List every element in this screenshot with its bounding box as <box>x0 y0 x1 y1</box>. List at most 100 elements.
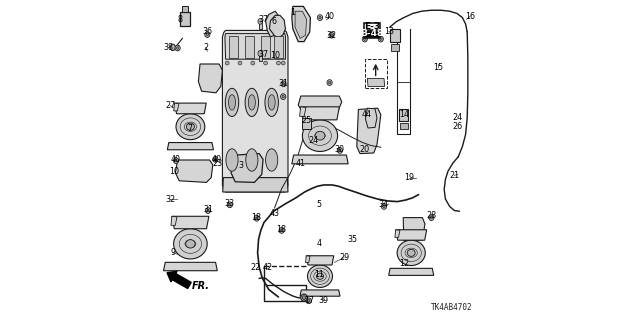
Polygon shape <box>245 36 255 58</box>
Text: 44: 44 <box>362 110 371 119</box>
Bar <box>302 118 312 129</box>
Ellipse shape <box>306 298 312 304</box>
Ellipse shape <box>258 51 262 56</box>
Circle shape <box>282 61 285 65</box>
Ellipse shape <box>170 44 175 51</box>
Text: 19: 19 <box>404 173 414 182</box>
Bar <box>400 123 408 129</box>
Ellipse shape <box>228 95 236 110</box>
Ellipse shape <box>280 94 286 100</box>
Polygon shape <box>395 230 400 237</box>
Ellipse shape <box>397 240 426 266</box>
Ellipse shape <box>364 38 366 40</box>
Text: 3: 3 <box>239 161 243 170</box>
Ellipse shape <box>281 81 286 87</box>
Ellipse shape <box>175 45 180 51</box>
Ellipse shape <box>186 123 195 130</box>
Text: 37: 37 <box>258 15 268 24</box>
Ellipse shape <box>227 202 232 208</box>
Text: 32: 32 <box>165 195 175 204</box>
Polygon shape <box>168 143 214 150</box>
Ellipse shape <box>307 265 333 287</box>
Ellipse shape <box>228 204 231 206</box>
Polygon shape <box>231 154 263 182</box>
FancyArrow shape <box>167 271 191 289</box>
Text: 18: 18 <box>276 225 286 234</box>
Polygon shape <box>307 256 333 265</box>
Ellipse shape <box>266 149 278 171</box>
Text: 6: 6 <box>271 17 276 26</box>
Text: 15: 15 <box>433 63 444 72</box>
Polygon shape <box>365 108 377 128</box>
Ellipse shape <box>339 149 341 152</box>
Text: 25: 25 <box>301 116 312 125</box>
Ellipse shape <box>258 19 262 24</box>
Polygon shape <box>300 290 340 296</box>
Ellipse shape <box>205 32 210 37</box>
Text: 5: 5 <box>316 200 322 209</box>
Polygon shape <box>292 155 348 164</box>
Ellipse shape <box>246 149 258 171</box>
Ellipse shape <box>282 83 285 85</box>
Ellipse shape <box>206 33 209 36</box>
Circle shape <box>225 61 229 65</box>
Polygon shape <box>357 108 381 154</box>
Bar <box>391 44 399 51</box>
Text: 42: 42 <box>263 263 273 272</box>
Polygon shape <box>300 107 306 116</box>
Polygon shape <box>180 12 191 26</box>
Ellipse shape <box>177 47 179 49</box>
Polygon shape <box>223 178 288 192</box>
Text: 11: 11 <box>314 270 324 279</box>
Polygon shape <box>292 6 310 42</box>
Ellipse shape <box>328 81 331 84</box>
Polygon shape <box>388 268 434 276</box>
Circle shape <box>251 61 255 65</box>
Text: FR.: FR. <box>192 281 210 291</box>
Polygon shape <box>171 216 177 225</box>
Text: TK4AB4702: TK4AB4702 <box>431 303 473 312</box>
Text: 20: 20 <box>359 145 369 154</box>
Text: B-48: B-48 <box>360 29 384 38</box>
Text: 40: 40 <box>171 156 181 164</box>
Ellipse shape <box>280 229 283 232</box>
Ellipse shape <box>317 273 323 279</box>
Ellipse shape <box>317 15 323 20</box>
Polygon shape <box>225 34 285 59</box>
Polygon shape <box>182 6 188 12</box>
Bar <box>259 52 262 61</box>
Ellipse shape <box>329 32 334 38</box>
Polygon shape <box>173 103 179 111</box>
Text: 36: 36 <box>202 28 212 36</box>
Polygon shape <box>305 256 310 262</box>
Polygon shape <box>298 96 342 112</box>
Ellipse shape <box>407 249 415 256</box>
Text: 10: 10 <box>169 167 179 176</box>
Ellipse shape <box>378 36 383 42</box>
Text: 37: 37 <box>258 50 268 59</box>
Ellipse shape <box>214 158 216 161</box>
Text: 41: 41 <box>295 159 305 168</box>
Text: 24: 24 <box>452 113 463 122</box>
Ellipse shape <box>225 88 239 116</box>
Bar <box>259 20 262 29</box>
Ellipse shape <box>430 216 433 219</box>
Text: E-3: E-3 <box>364 22 380 31</box>
Text: 26: 26 <box>452 122 463 131</box>
Ellipse shape <box>337 148 342 153</box>
Text: 23: 23 <box>212 159 222 168</box>
Ellipse shape <box>268 95 275 110</box>
Ellipse shape <box>330 34 333 36</box>
Text: 35: 35 <box>347 235 357 244</box>
Text: 13: 13 <box>384 27 394 36</box>
Polygon shape <box>274 36 283 58</box>
Polygon shape <box>164 262 218 271</box>
Ellipse shape <box>173 158 179 164</box>
Polygon shape <box>198 64 223 93</box>
Polygon shape <box>301 107 339 120</box>
Text: 4: 4 <box>317 239 322 248</box>
Ellipse shape <box>279 228 284 233</box>
Ellipse shape <box>248 95 255 110</box>
Ellipse shape <box>302 120 338 151</box>
Ellipse shape <box>173 229 207 259</box>
